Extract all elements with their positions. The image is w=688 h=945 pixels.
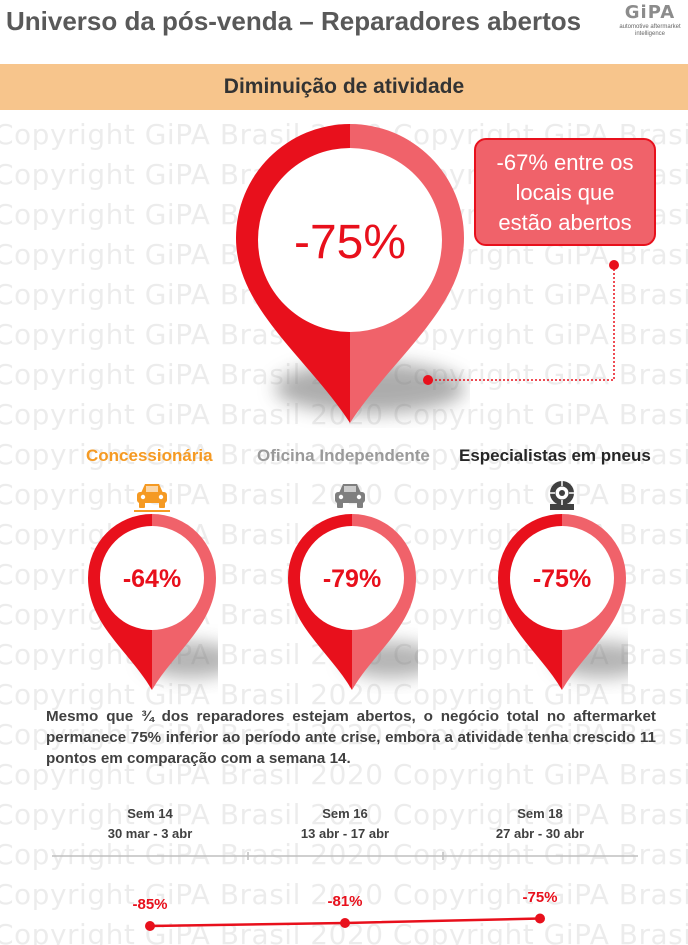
- timeline-week-label: Sem 14 30 mar - 3 abr: [70, 806, 230, 841]
- summary-paragraph: Mesmo que ¾ dos reparadores estejam aber…: [46, 708, 656, 767]
- car-icon: [335, 484, 365, 508]
- category-label-oficina: Oficina Independente: [257, 446, 430, 465]
- pin-value-oficina: -79%: [323, 565, 381, 593]
- trend-line: [149, 917, 541, 928]
- main-pin-value: -75%: [294, 216, 406, 269]
- pin-value-pneus: -75%: [533, 565, 591, 593]
- callout-line-3: estão abertos: [498, 210, 632, 235]
- pin-inner-circle: [300, 526, 404, 630]
- trend-point: [145, 921, 155, 931]
- pin-concessionaria: -64%: [88, 514, 218, 690]
- week-number: Sem 14: [127, 806, 173, 821]
- page-title: Universo da pós-venda – Reparadores aber…: [6, 6, 582, 36]
- trend-point: [535, 913, 545, 924]
- banner-title: Diminuição de atividade: [223, 75, 465, 98]
- week-number: Sem 18: [517, 806, 563, 821]
- category-label-concessionaria: Concessionária: [86, 446, 213, 465]
- main-location-pin: -75%: [236, 124, 465, 423]
- trend-point: [340, 918, 350, 928]
- pin-inner-circle: [258, 148, 442, 332]
- logo-tagline: automotive aftermarket intelligence: [619, 24, 681, 37]
- trend-value: -81%: [327, 893, 363, 910]
- car-icon: [134, 484, 170, 512]
- connector-dot-top: [609, 260, 619, 270]
- trend-value: -85%: [132, 896, 168, 913]
- category-label-pneus: Especialistas em pneus: [459, 446, 651, 465]
- open-locations-callout: -67% entre os locais que estão abertos: [474, 138, 656, 246]
- callout-line-1: -67% entre os: [496, 150, 634, 175]
- week-number: Sem 16: [322, 806, 368, 821]
- callout-line-2: locais que: [515, 180, 615, 205]
- pin-inner-circle: [100, 526, 204, 630]
- pin-pneus: -75%: [498, 514, 628, 690]
- week-dates: 13 abr - 17 abr: [300, 826, 390, 841]
- tire-icon: [550, 481, 574, 510]
- section-banner: Diminuição de atividade: [0, 64, 688, 110]
- timeline-week-label: Sem 18 27 abr - 30 abr: [460, 806, 620, 841]
- watermark-line: Copyright GiPA Brasil 2020 Copyright GiP…: [0, 838, 688, 871]
- week-dates: 27 abr - 30 abr: [495, 826, 585, 841]
- timeline-week-label: Sem 16 13 abr - 17 abr: [265, 806, 425, 841]
- pin-oficina: -79%: [288, 514, 418, 690]
- gipa-logo: GiPA automotive aftermarket intelligence: [616, 2, 684, 42]
- watermark-line: Copyright GiPA Brasil 2020 Copyright GiP…: [0, 918, 688, 945]
- trend-value: -75%: [522, 888, 558, 906]
- pin-value-concessionaria: -64%: [123, 565, 181, 593]
- pin-inner-circle: [510, 526, 614, 630]
- week-dates: 30 mar - 3 abr: [107, 826, 193, 841]
- logo-mark: GiPA: [624, 2, 676, 23]
